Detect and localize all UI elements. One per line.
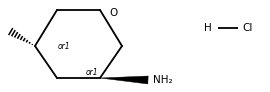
Text: O: O bbox=[109, 8, 117, 18]
Text: NH₂: NH₂ bbox=[153, 75, 173, 85]
Text: or1: or1 bbox=[58, 42, 71, 51]
Text: H: H bbox=[204, 23, 212, 33]
Text: or1: or1 bbox=[86, 68, 99, 77]
Polygon shape bbox=[100, 76, 148, 84]
Text: Cl: Cl bbox=[243, 23, 253, 33]
